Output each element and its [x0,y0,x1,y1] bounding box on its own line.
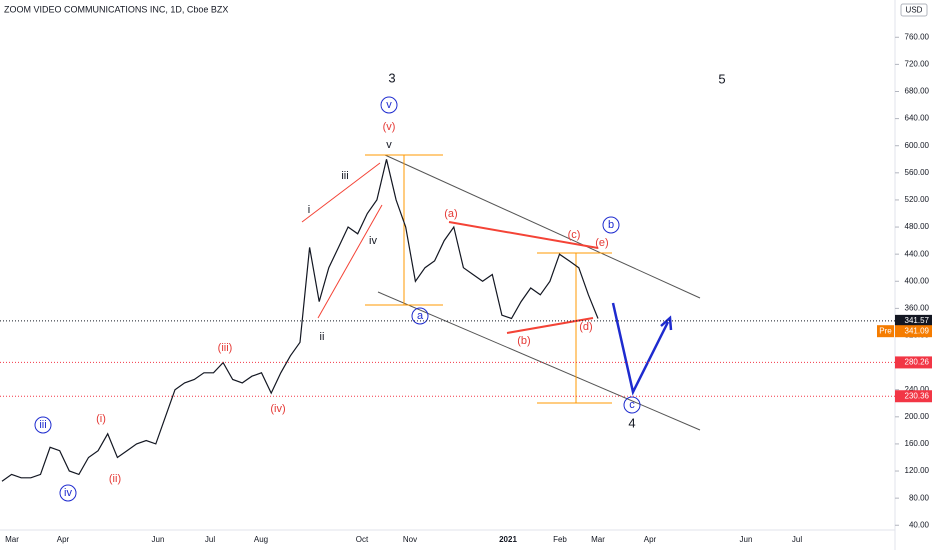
price-tag [895,325,932,338]
marks: 40.0080.00120.00160.00200.00240.00280.00… [0,32,932,544]
wave-label: 3 [388,70,395,85]
wave-label: 5 [718,71,725,86]
wave-label: (c) [568,229,581,241]
y-tick-label: 560.00 [905,168,930,177]
x-tick-label: Jun [740,535,753,544]
projection-arrow [611,302,670,396]
wave-label: (iv) [270,403,285,415]
price-tag [895,314,932,327]
price-tag-label: 341.57 [905,316,930,325]
x-tick-label: 2021 [499,535,517,544]
wave-label: iv [64,487,72,499]
y-tick-label: 360.00 [905,303,930,312]
wave-label: iii [341,170,348,182]
x-tick-label: Jun [152,535,165,544]
y-tick-label: 240.00 [905,385,930,394]
price-tag-label: 341.09 [905,326,930,335]
price-tag-name-box [877,325,894,338]
wave-label: (b) [517,335,530,347]
x-tick-label: Oct [356,535,369,544]
wave-label: v [386,139,392,151]
price-tag [895,356,932,369]
y-tick-label: 720.00 [905,59,930,68]
price-tag [895,390,932,403]
y-tick-label: 400.00 [905,276,930,285]
wave-circle [411,307,429,325]
wave-label: c [629,399,635,411]
wave-label: (e) [595,237,608,249]
channel-line [384,154,701,299]
y-tick-label: 520.00 [905,195,930,204]
x-tick-label: Aug [254,535,268,544]
price-tag-label: 280.26 [905,358,930,367]
wave-label: i [308,204,310,216]
arrow-head [660,315,673,331]
wave-label: (d) [579,321,592,333]
price-tag-name: Pre [879,326,892,335]
y-tick-label: 160.00 [905,439,930,448]
wave-label: 4 [628,415,635,430]
wave-label: b [608,219,614,231]
wave-label: a [417,310,424,322]
wedge-line [301,162,381,223]
x-tick-label: Apr [57,535,70,544]
y-tick-label: 120.00 [905,466,930,475]
wave-circle [623,396,641,414]
wave-label: (iii) [218,342,233,354]
wave-circle [380,96,398,114]
x-tick-label: Jul [792,535,802,544]
triangle-line [448,221,599,249]
wave-label: (v) [383,121,396,133]
y-tick-label: 480.00 [905,222,930,231]
wave-circle [34,416,52,434]
x-tick-label: Apr [644,535,657,544]
y-tick-label: 440.00 [905,249,930,258]
x-tick-label: Mar [591,535,605,544]
wave-label: (ii) [109,473,121,485]
y-tick-label: 600.00 [905,141,930,150]
wave-label: ii [320,331,325,343]
price-line [1,159,599,482]
y-tick-label: 80.00 [909,493,930,502]
y-tick-label: 760.00 [905,32,930,41]
wave-circle [59,484,77,502]
wedge-line [317,204,383,319]
currency-box[interactable] [900,3,928,17]
x-tick-label: Feb [553,535,567,544]
y-tick-label: 40.00 [909,520,930,529]
triangle-line [506,317,594,334]
wave-label: iv [369,235,377,247]
x-tick-label: Jul [205,535,215,544]
wave-labels: 3 5 v (v) v iii i iv ii (iii) (i) (ii) (… [39,70,725,498]
channel-line [377,291,701,431]
y-tick-label: 640.00 [905,114,930,123]
drawings [34,96,701,502]
wave-circle [602,216,620,234]
wave-label: (i) [96,413,106,425]
price-tag-label: 230.36 [905,391,930,400]
x-tick-label: Mar [5,535,19,544]
y-tick-label: 200.00 [905,412,930,421]
x-tick-label: Nov [403,535,417,544]
chart-title: ZOOM VIDEO COMMUNICATIONS INC, 1D, Cboe … [4,4,228,14]
wave-label: (a) [444,208,457,220]
y-tick-label: 680.00 [905,87,930,96]
wave-label: iii [39,419,46,431]
currency[interactable]: USD [906,6,923,15]
wave-label: v [386,99,392,111]
